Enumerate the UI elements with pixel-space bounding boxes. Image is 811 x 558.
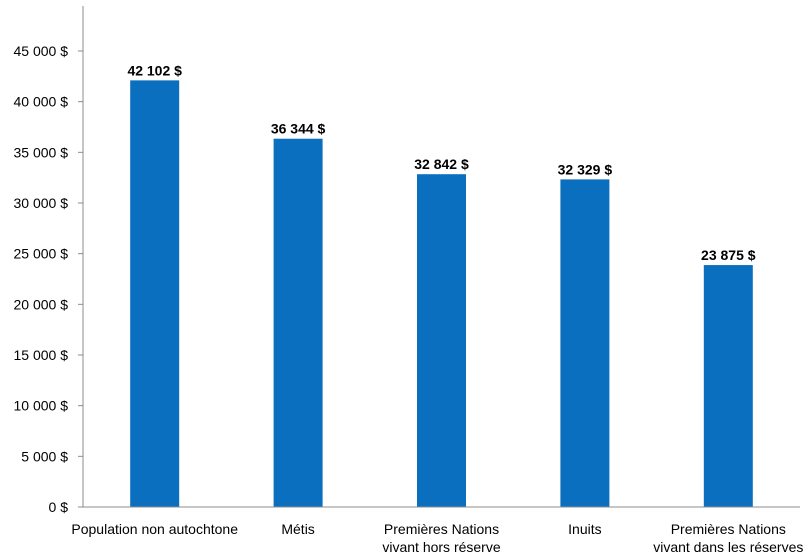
data-label: 32 329 $ bbox=[558, 161, 613, 177]
bar bbox=[130, 80, 180, 508]
y-tick-label: 0 $ bbox=[49, 499, 69, 515]
x-tick-label: Premières Nations bbox=[671, 521, 786, 537]
y-tick-label: 15 000 $ bbox=[14, 347, 69, 363]
y-tick-label: 40 000 $ bbox=[14, 94, 69, 110]
x-tick-label: vivant dans les réserves bbox=[653, 539, 803, 555]
bar bbox=[560, 179, 610, 507]
y-tick-label: 30 000 $ bbox=[14, 195, 69, 211]
x-tick-label: Métis bbox=[281, 521, 314, 537]
y-tick-label: 10 000 $ bbox=[14, 398, 69, 414]
data-label: 42 102 $ bbox=[127, 62, 182, 78]
x-axis: Population non autochtone Métis Premières … bbox=[71, 506, 803, 555]
bar bbox=[703, 265, 753, 507]
y-tick-label: 25 000 $ bbox=[14, 246, 69, 262]
y-tick-label: 5 000 $ bbox=[21, 448, 68, 464]
y-tick-label: 20 000 $ bbox=[14, 296, 69, 312]
y-axis: 0 $ 5 000 $ 10 000 $ 15 000 $ 20 000 $ 25 000… bbox=[14, 6, 84, 515]
bars: 42 102 $ 36 344 $ 32 842 $ 32 329 $ 23 875 $ bbox=[127, 62, 756, 508]
data-label: 23 875 $ bbox=[701, 247, 756, 263]
bar bbox=[273, 138, 323, 508]
y-tick-label: 35 000 $ bbox=[14, 144, 69, 160]
x-tick-label: Premières Nations bbox=[384, 521, 499, 537]
bar bbox=[417, 174, 466, 508]
data-label: 36 344 $ bbox=[271, 121, 326, 137]
x-tick-label: vivant hors réserve bbox=[382, 539, 500, 555]
y-tick-label: 45 000 $ bbox=[14, 43, 69, 59]
data-label: 32 842 $ bbox=[414, 156, 469, 172]
x-tick-label: Population non autochtone bbox=[71, 521, 238, 537]
x-tick-label: Inuits bbox=[568, 521, 601, 537]
